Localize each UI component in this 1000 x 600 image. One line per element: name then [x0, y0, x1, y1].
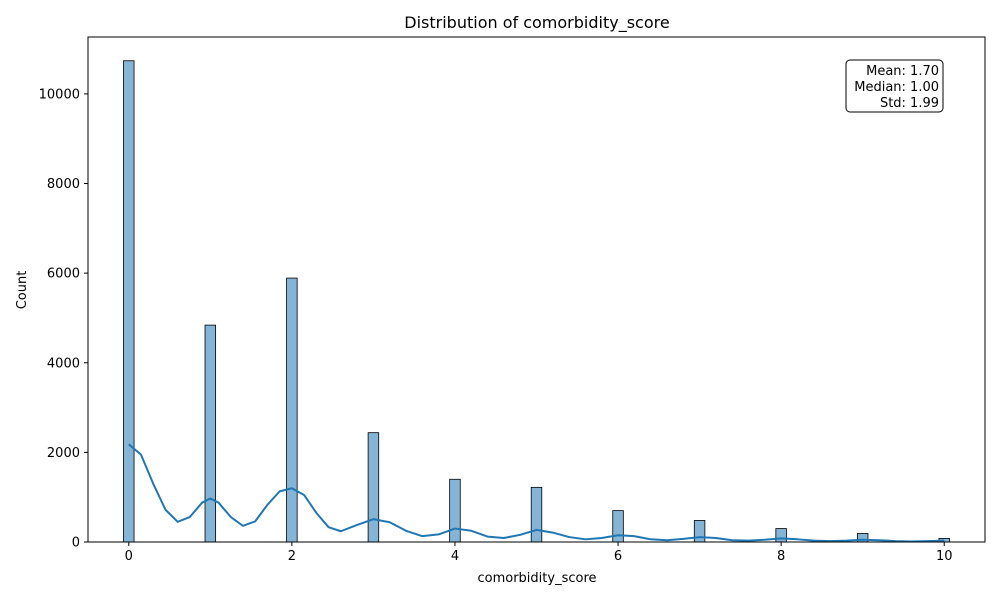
y-tick-label: 0 — [72, 536, 80, 551]
stats-box: Mean: 1.70 Median: 1.00 Std: 1.99 — [845, 59, 944, 113]
x-tick-label: 10 — [936, 549, 953, 564]
y-tick-label: 2000 — [47, 446, 80, 461]
stats-mean: Mean: 1.70 — [866, 64, 939, 79]
x-tick-label: 2 — [288, 549, 296, 564]
y-tick-label: 6000 — [47, 267, 80, 282]
histogram-bar — [612, 510, 624, 543]
histogram-bar — [286, 277, 298, 543]
histogram-bar — [530, 486, 543, 543]
histogram-bar — [693, 520, 706, 543]
x-tick-label: 0 — [125, 549, 133, 564]
x-axis-label: comorbidity_score — [477, 571, 596, 586]
stats-box-frame — [845, 59, 944, 113]
x-tick-label: 6 — [614, 549, 622, 564]
y-axis: 0 2000 4000 6000 8000 10000 — [39, 87, 88, 551]
y-axis-label: Count — [15, 271, 30, 310]
plot-area — [123, 60, 950, 543]
histogram-bar — [367, 432, 380, 543]
x-tick-label: 4 — [451, 549, 459, 564]
y-tick-label: 8000 — [47, 177, 80, 192]
histogram-bar — [204, 324, 217, 543]
kde-line — [128, 443, 945, 543]
y-tick-label: 4000 — [47, 356, 80, 371]
stats-std: Std: 1.99 — [880, 96, 939, 111]
histogram-bar — [449, 478, 461, 543]
histogram-bar — [123, 60, 135, 543]
y-tick-label: 10000 — [39, 87, 80, 102]
chart-title: Distribution of comorbidity_score — [404, 13, 669, 33]
x-axis: 0 2 4 6 8 10 — [125, 542, 953, 564]
plot-frame — [87, 36, 986, 543]
histogram-bar — [775, 528, 787, 543]
stats-median: Median: 1.00 — [854, 80, 939, 95]
x-tick-label: 8 — [777, 549, 785, 564]
